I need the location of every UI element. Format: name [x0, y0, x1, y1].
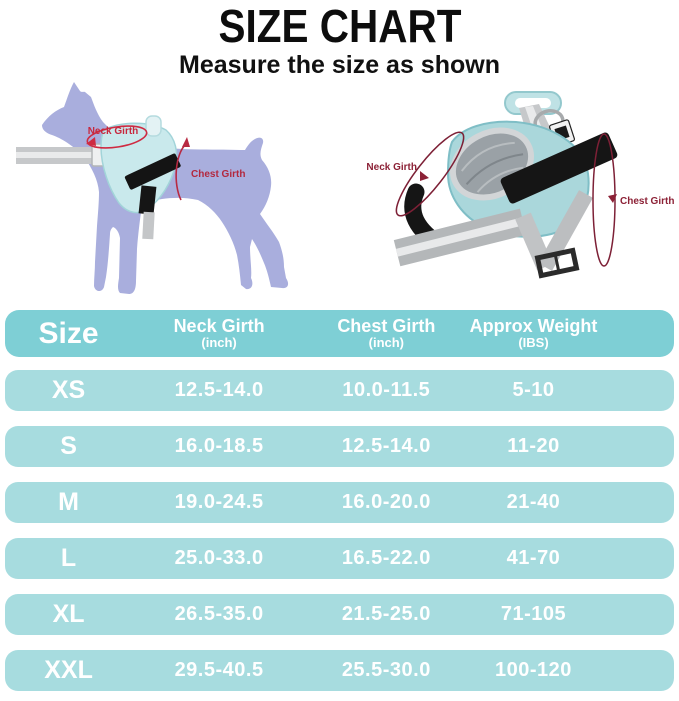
dog-harness-handle	[145, 115, 162, 137]
table-row: S 16.0-18.5 12.5-14.0 11-20	[5, 426, 674, 467]
table-row: XL 26.5-35.0 21.5-25.0 71-105	[5, 594, 674, 635]
table-row: M 19.0-24.5 16.0-20.0 21-40	[5, 482, 674, 523]
product-chest-girth-label: Chest Girth	[620, 196, 674, 207]
size-label: XXL	[44, 656, 93, 684]
dog-figure: Neck Girth Chest Girth	[16, 82, 289, 294]
product-neck-girth-annotation: Neck Girth	[366, 131, 465, 217]
chest-girth-ellipse	[592, 133, 616, 267]
table-header-row: Size Neck Girth (inch) Chest Girth (inch…	[5, 310, 674, 357]
reflective-strap	[393, 208, 527, 267]
neck-girth-value: 25.0-33.0	[174, 547, 264, 569]
harness-handle	[504, 91, 562, 115]
arrow-icon	[182, 137, 190, 147]
weight-value: 5-10	[512, 379, 555, 401]
harness-product-figure: Neck Girth Chest Girth	[366, 91, 674, 279]
size-label: XS	[51, 376, 86, 404]
weight-value: 100-120	[495, 659, 572, 681]
velcro-band-black	[500, 132, 618, 204]
weight-value: 11-20	[507, 435, 560, 457]
size-table: Size Neck Girth (inch) Chest Girth (inch…	[5, 310, 674, 691]
chest-girth-value: 25.5-30.0	[341, 659, 431, 681]
neck-girth-ellipse	[395, 131, 465, 217]
neck-girth-ellipse	[86, 125, 148, 149]
dog-harness-velcro	[124, 153, 181, 190]
neck-girth-value: 12.5-14.0	[174, 379, 264, 401]
size-guide-illustration: Neck Girth Chest Girth	[16, 82, 674, 294]
neck-girth-value: 26.5-35.0	[174, 603, 264, 625]
chest-girth-value: 10.0-11.5	[342, 379, 431, 401]
dog-neck-girth-label: Neck Girth	[88, 126, 139, 137]
dog-chest-girth-label: Chest Girth	[191, 169, 245, 180]
neck-girth-value: 29.5-40.5	[174, 659, 264, 681]
chest-girth-value: 12.5-14.0	[341, 435, 431, 457]
weight-value: 41-70	[506, 547, 561, 569]
arrow-icon	[86, 137, 96, 146]
header-approx-weight: Approx Weight (IBS)	[469, 316, 598, 350]
product-neck-girth-label: Neck Girth	[366, 162, 417, 173]
size-label: XL	[52, 600, 85, 628]
chest-girth-arc	[175, 143, 187, 201]
dog-neck-girth-annotation: Neck Girth	[86, 125, 148, 149]
size-label: M	[58, 488, 79, 516]
arrow-icon	[608, 194, 617, 203]
adjuster-straps	[515, 190, 593, 279]
product-chest-girth-annotation: Chest Girth	[592, 133, 674, 267]
weight-value: 71-105	[500, 603, 567, 625]
chest-girth-value: 21.5-25.0	[341, 603, 431, 625]
header-size: Size	[38, 316, 99, 350]
arrow-icon	[420, 171, 429, 181]
header-chest-girth: Chest Girth (inch)	[337, 316, 436, 350]
table-row: L 25.0-33.0 16.5-22.0 41-70	[5, 538, 674, 579]
page-subtitle: Measure the size as shown	[179, 51, 500, 79]
page-title: SIZE CHART	[218, 0, 461, 52]
dog-chest-girth-annotation: Chest Girth	[175, 137, 245, 201]
table-row: XXL 29.5-40.5 25.5-30.0 100-120	[5, 650, 674, 691]
header-neck-girth: Neck Girth (inch)	[173, 316, 265, 350]
chest-girth-value: 16.0-20.0	[341, 491, 431, 513]
size-label: S	[60, 432, 77, 460]
neck-girth-value: 16.0-18.5	[174, 435, 264, 457]
chest-girth-value: 16.5-22.0	[341, 547, 431, 569]
adjuster-buckle	[534, 247, 580, 279]
weight-value: 21-40	[506, 491, 561, 513]
size-label: L	[60, 544, 77, 572]
dog-belly-strap-black	[138, 185, 157, 215]
table-row: XS 12.5-14.0 10.0-11.5 5-10	[5, 370, 674, 411]
dog-belly-strap-gray	[142, 211, 155, 240]
neck-girth-value: 19.0-24.5	[174, 491, 264, 513]
